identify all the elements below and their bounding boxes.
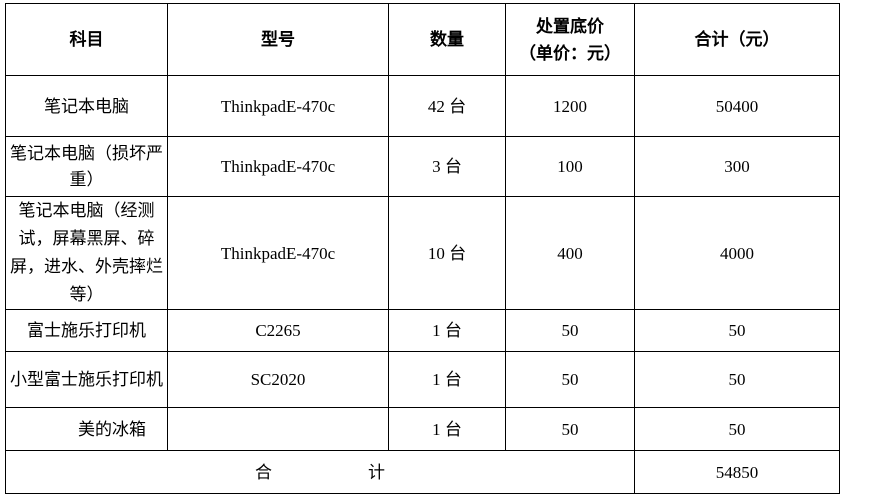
cell-model: ThinkpadE-470c bbox=[167, 196, 389, 310]
cell-price: 50 bbox=[505, 309, 635, 352]
cell-subject: 笔记本电脑（损坏严重） bbox=[5, 136, 168, 197]
cell-subject: 笔记本电脑 bbox=[5, 75, 168, 137]
table-row: 小型富士施乐打印机 SC2020 1 台 50 50 bbox=[5, 351, 840, 408]
header-price-line1: 处置底价 bbox=[536, 16, 604, 36]
cell-model: C2265 bbox=[167, 309, 389, 352]
table-row: 笔记本电脑（经测试，屏幕黑屏、碎屏，进水、外壳摔烂等） ThinkpadE-47… bbox=[5, 196, 840, 310]
cell-total: 50 bbox=[634, 407, 840, 451]
cell-total: 300 bbox=[634, 136, 840, 197]
cell-price: 50 bbox=[505, 351, 635, 408]
cell-model: ThinkpadE-470c bbox=[167, 75, 389, 137]
table-row: 美的冰箱 1 台 50 50 bbox=[5, 407, 840, 451]
header-total: 合计（元） bbox=[634, 3, 840, 76]
header-price-line2: （单价：元） bbox=[519, 43, 621, 63]
cell-subject: 小型富士施乐打印机 bbox=[5, 351, 168, 408]
cell-price: 50 bbox=[505, 407, 635, 451]
cell-quantity: 3 台 bbox=[388, 136, 506, 197]
cell-total: 50400 bbox=[634, 75, 840, 137]
total-value: 54850 bbox=[634, 450, 840, 494]
cell-price: 100 bbox=[505, 136, 635, 197]
total-label: 合计 bbox=[5, 450, 635, 494]
cell-model: SC2020 bbox=[167, 351, 389, 408]
cell-total: 50 bbox=[634, 309, 840, 352]
table-row: 笔记本电脑 ThinkpadE-470c 42 台 1200 50400 bbox=[5, 75, 840, 137]
cell-model bbox=[167, 407, 389, 451]
cell-total: 50 bbox=[634, 351, 840, 408]
cell-price: 400 bbox=[505, 196, 635, 310]
cell-quantity: 1 台 bbox=[388, 351, 506, 408]
header-subject: 科目 bbox=[5, 3, 168, 76]
cell-quantity: 42 台 bbox=[388, 75, 506, 137]
header-quantity: 数量 bbox=[388, 3, 506, 76]
header-unit-price: 处置底价 （单价：元） bbox=[505, 3, 635, 76]
cell-quantity: 1 台 bbox=[388, 309, 506, 352]
cell-subject: 美的冰箱 bbox=[5, 407, 168, 451]
table-row: 富士施乐打印机 C2265 1 台 50 50 bbox=[5, 309, 840, 352]
total-label-2: 计 bbox=[368, 462, 385, 482]
cell-total: 4000 bbox=[634, 196, 840, 310]
cell-quantity: 1 台 bbox=[388, 407, 506, 451]
total-label-1: 合 bbox=[255, 462, 272, 482]
cell-subject: 富士施乐打印机 bbox=[5, 309, 168, 352]
total-row: 合计 54850 bbox=[5, 450, 840, 494]
cell-price: 1200 bbox=[505, 75, 635, 137]
cell-subject: 笔记本电脑（经测试，屏幕黑屏、碎屏，进水、外壳摔烂等） bbox=[5, 196, 168, 310]
disposal-table: 科目 型号 数量 处置底价 （单价：元） 合计（元） 笔记本电脑 Thinkpad… bbox=[5, 3, 840, 494]
header-row: 科目 型号 数量 处置底价 （单价：元） 合计（元） bbox=[5, 3, 840, 76]
cell-model: ThinkpadE-470c bbox=[167, 136, 389, 197]
header-model: 型号 bbox=[167, 3, 389, 76]
table-row: 笔记本电脑（损坏严重） ThinkpadE-470c 3 台 100 300 bbox=[5, 136, 840, 197]
cell-quantity: 10 台 bbox=[388, 196, 506, 310]
